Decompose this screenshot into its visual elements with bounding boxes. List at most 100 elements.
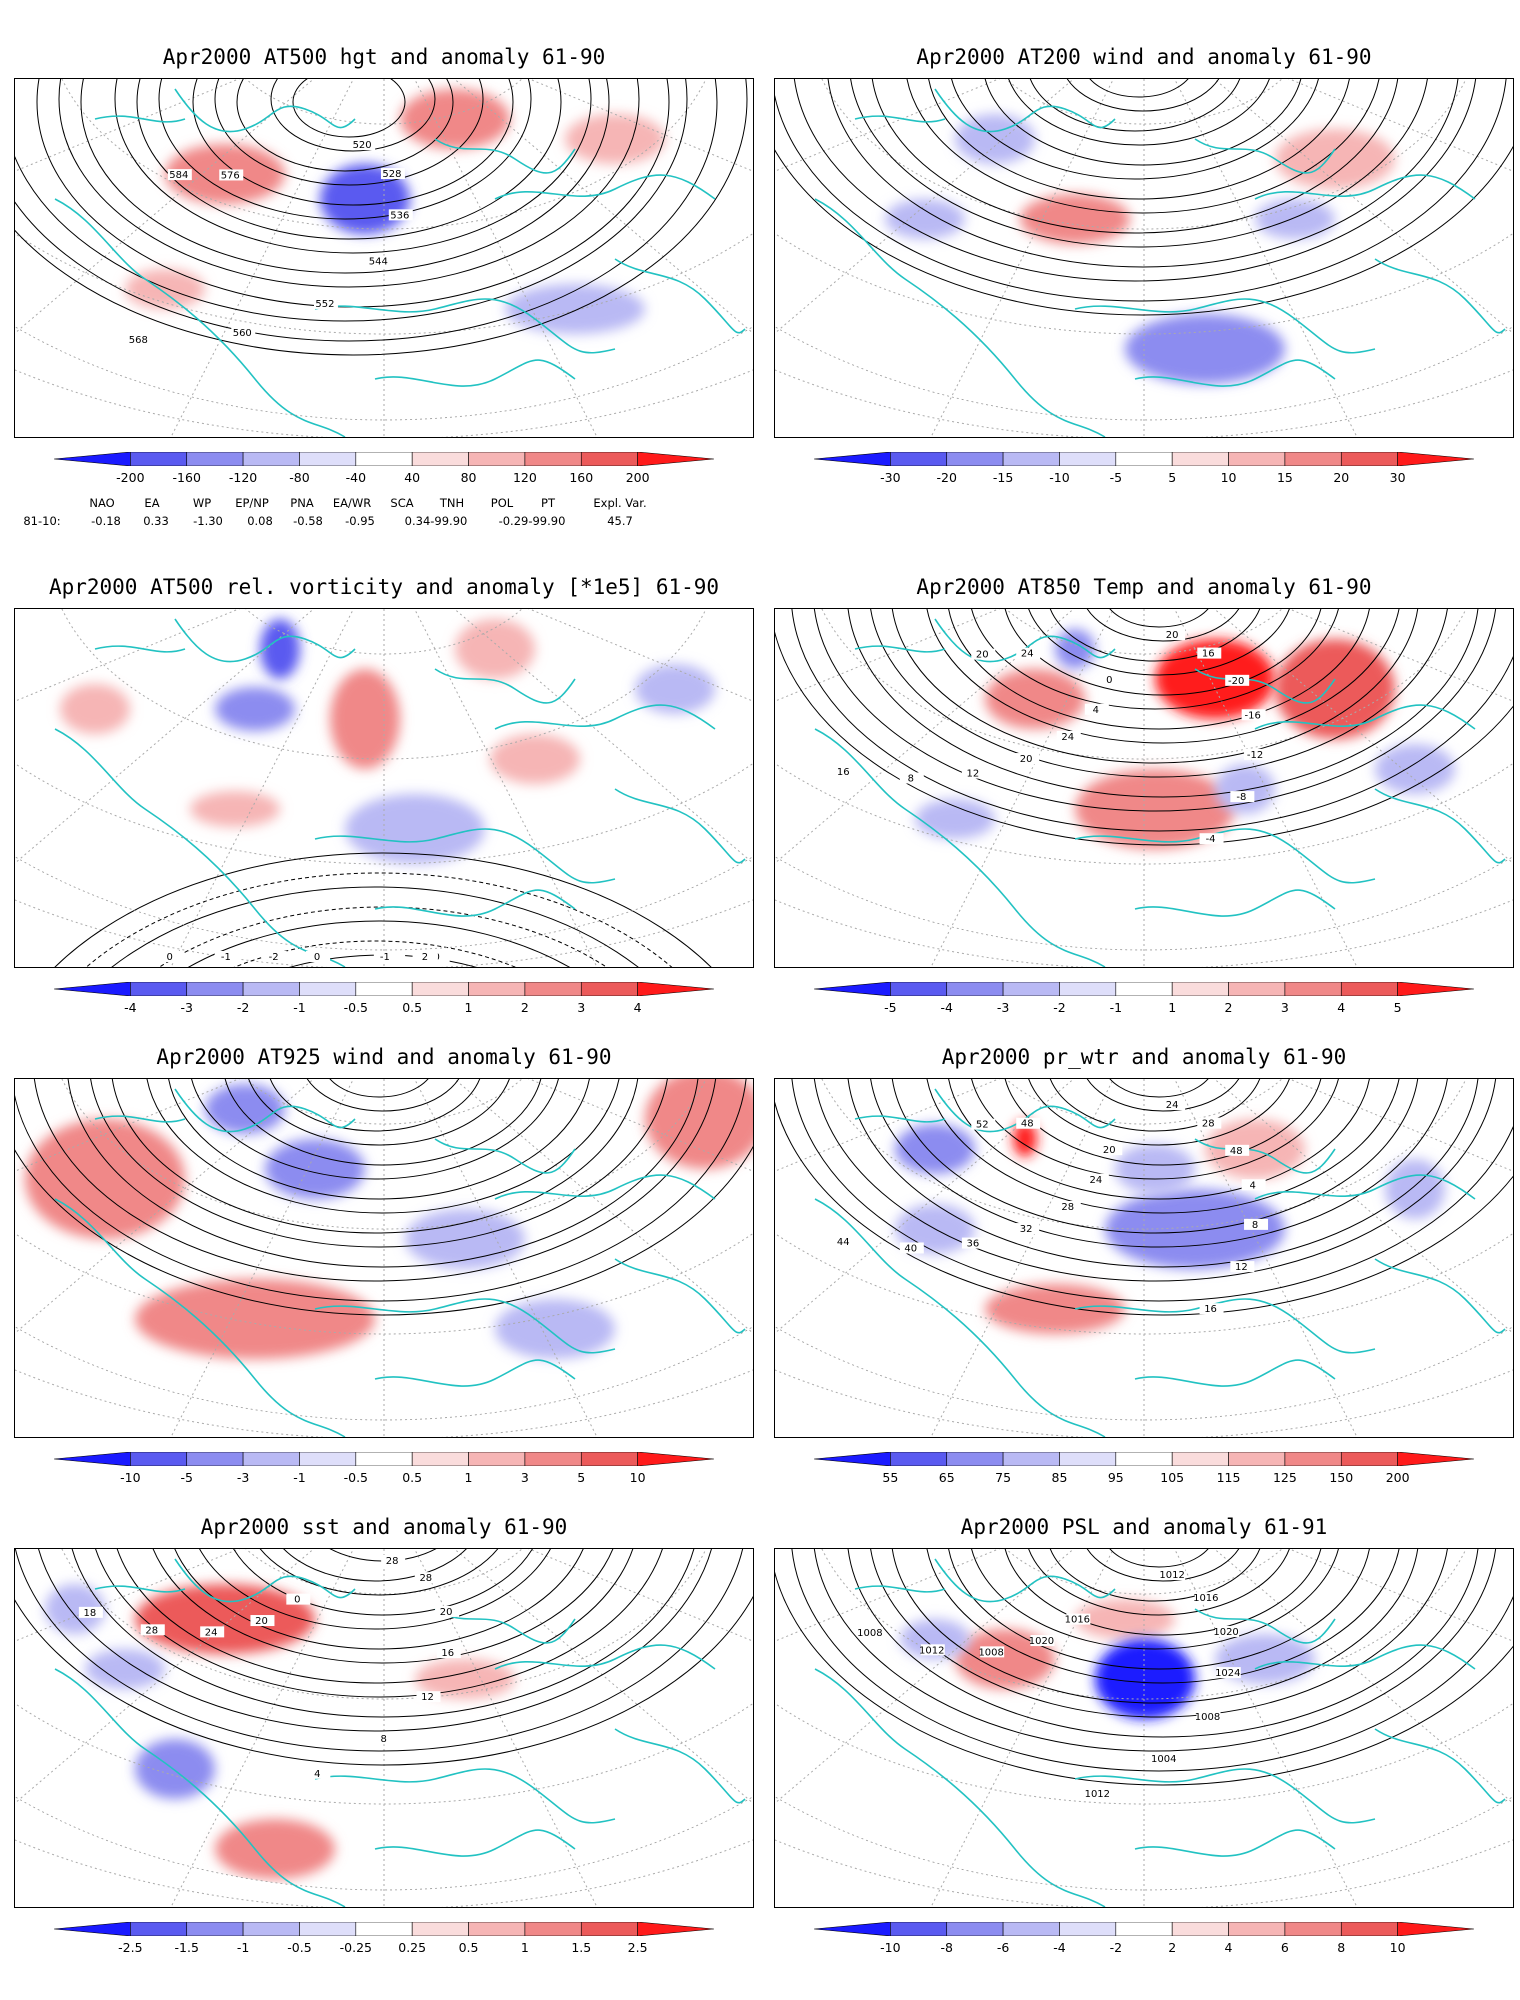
colorbar-cell — [1340, 1922, 1398, 1936]
colorbar-cell — [637, 982, 714, 996]
contour-label: 1016 — [1065, 1615, 1090, 1626]
colorbar-tick-label: 5 — [1168, 470, 1177, 485]
colorbar-tick-label: 0.5 — [402, 1000, 423, 1015]
colorbar-labels: 55 65 75 85 95 105 115 125 150 200 — [814, 1470, 1474, 1486]
colorbar-cell — [1171, 1452, 1229, 1466]
colorbar-cell — [1059, 452, 1117, 466]
colorbar-cell — [890, 452, 948, 466]
colorbar-cell — [1284, 982, 1342, 996]
contour-label: 20 — [255, 1616, 268, 1627]
colorbar-tick-label: -0.5 — [343, 1000, 369, 1015]
colorbar-tick-label: -1.5 — [174, 1940, 199, 1955]
graticule — [15, 609, 753, 967]
contour-labels: -1-202-101-2-10 — [158, 951, 450, 963]
colorbar-cell — [299, 982, 357, 996]
colorbar-tick-label: 2 — [1168, 1940, 1177, 1955]
colorbar-cell — [242, 1452, 300, 1466]
contour-lines — [775, 1079, 1513, 1316]
contour-label: 24 — [1061, 732, 1074, 743]
anomaly-blob — [415, 1659, 515, 1699]
anomaly-blob — [400, 89, 510, 149]
colorbar-cell — [1228, 452, 1286, 466]
colorbar-labels: -10 -8 -6 -4 -2 2 4 6 8 10 — [814, 1940, 1474, 1956]
contour-label: 20 — [976, 650, 989, 661]
index-header: NAO — [89, 496, 115, 510]
anomaly-blob — [135, 1739, 215, 1799]
coastlines — [54, 618, 746, 967]
colorbar-cell — [1002, 1452, 1060, 1466]
graticule — [15, 1079, 753, 1437]
panel-hgt500: Apr2000 AT500 hgt and anomaly 61-90 520 52… — [14, 40, 754, 520]
colorbar-tick-label: 3 — [1280, 1000, 1289, 1015]
anomaly-blob — [455, 619, 535, 679]
anomaly-blob — [1385, 1159, 1445, 1219]
colorbar-cell — [355, 452, 413, 466]
anomaly-blob — [955, 1629, 1055, 1689]
colorbar-tick-label: 2 — [1224, 1000, 1233, 1015]
colorbar-tick-label: -10 — [120, 1470, 141, 1485]
contour-label: 40 — [904, 1243, 917, 1254]
index-value: -1.30 — [193, 514, 223, 528]
colorbar-cell — [1059, 1452, 1117, 1466]
colorbar-cell — [1228, 982, 1286, 996]
colorbar-cell — [1115, 452, 1173, 466]
colorbar-cell — [1228, 1922, 1286, 1936]
contour-labels: 20 16 -20 -16 -12 -8 -4 0 4 24 20 12 8 16 24 20 — [832, 629, 1269, 845]
colorbar-tick-label: -10 — [1049, 470, 1070, 485]
anomaly-blob — [265, 1139, 365, 1199]
index-row-label: 81-10: — [23, 514, 61, 528]
colorbar — [54, 452, 714, 466]
index-header: WP — [192, 496, 212, 510]
anomaly-blob — [1375, 744, 1455, 794]
contour-label: 28 — [1202, 1119, 1215, 1130]
colorbar-cell — [242, 982, 300, 996]
contour-label: 1012 — [1085, 1789, 1110, 1800]
contour-label: 0 — [1106, 675, 1112, 686]
contour-label: 584 — [169, 170, 188, 181]
colorbar-cell — [299, 1922, 357, 1936]
anomaly-field — [25, 1079, 753, 1359]
contour-label: 1008 — [978, 1647, 1003, 1658]
map-svg: 20 16 -20 -16 -12 -8 -4 0 4 24 20 12 8 16 24 20 — [775, 609, 1513, 967]
anomaly-blob — [1075, 1599, 1175, 1639]
colorbar-labels: -30 -20 -15 -10 -5 5 10 15 20 30 — [814, 470, 1474, 486]
contour-label: 12 — [1235, 1262, 1248, 1273]
panel-sst: Apr2000 sst and anomaly 61-90 28 28 20 16 12 8… — [14, 1510, 754, 1990]
colorbar-labels: -200 -160 -120 -80 -40 40 80 120 160 200 — [54, 470, 714, 486]
anomaly-blob — [330, 669, 400, 769]
anomaly-blob — [1255, 199, 1335, 239]
contour-label: 1008 — [1195, 1712, 1220, 1723]
colorbar-cell — [1059, 982, 1117, 996]
colorbar-tick-label: 115 — [1216, 1470, 1241, 1485]
colorbar-tick-label: 1 — [464, 1000, 473, 1015]
colorbar-svg — [814, 1922, 1474, 1936]
colorbar-cell — [1002, 1922, 1060, 1936]
colorbar-tick-label: -0.5 — [287, 1940, 312, 1955]
map-frame: -1-202-101-2-10 — [14, 608, 754, 968]
colorbar-cell — [1340, 982, 1398, 996]
coastlines — [54, 1558, 746, 1907]
colorbar-cell — [580, 1452, 638, 1466]
contour-label: 20 — [1103, 1145, 1116, 1156]
index-header: PNA — [290, 496, 314, 510]
anomaly-blob — [645, 1079, 753, 1169]
coastlines — [54, 1088, 746, 1437]
colorbar-cell — [890, 1452, 948, 1466]
graticule — [15, 79, 753, 437]
index-value: 45.7 — [607, 514, 633, 528]
colorbar-svg — [814, 1452, 1474, 1466]
contour-label: 16 — [1202, 649, 1215, 660]
colorbar-tick-label: -2 — [1109, 1940, 1123, 1955]
colorbar-cell — [524, 452, 582, 466]
colorbar-cell — [130, 452, 188, 466]
contour-label: 28 — [1061, 1202, 1074, 1213]
colorbar-cell — [411, 452, 469, 466]
contour-label: 1020 — [1213, 1627, 1238, 1638]
anomaly-blob — [490, 734, 580, 784]
contour-label: 12 — [967, 769, 980, 780]
index-header: POL — [490, 496, 514, 510]
colorbar-tick-label: 80 — [460, 470, 477, 485]
colorbar-cell — [468, 982, 526, 996]
colorbar-tick-label: -3 — [996, 1000, 1010, 1015]
index-header: Expl. Var. — [593, 496, 647, 510]
